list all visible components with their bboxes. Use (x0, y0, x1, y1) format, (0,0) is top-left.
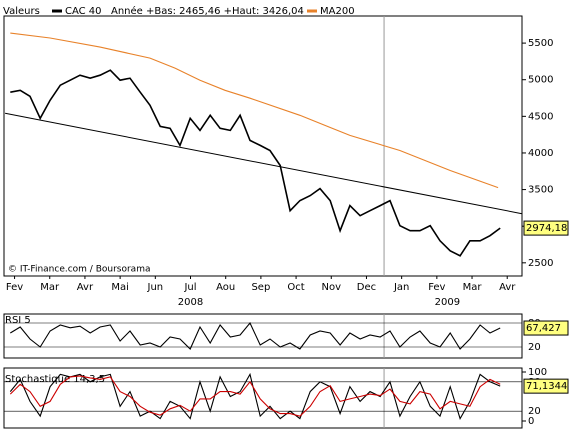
legend-label: MA200 (320, 6, 355, 17)
source: © IT-Finance.com / Boursorama (8, 265, 150, 275)
last-value-label: 67,427 (526, 323, 561, 334)
x-tick-label: Mar (463, 282, 483, 293)
last-value-label: 2974,18 (526, 223, 567, 234)
x-tick-label: Jan (393, 282, 409, 293)
last-value-box (523, 378, 569, 394)
y-tick-label: 4000 (528, 148, 553, 159)
plot-frame (3, 367, 523, 429)
x-tick-label: Fev (6, 282, 23, 293)
last-value-box (523, 320, 569, 336)
header: Valeurs (3, 6, 40, 17)
y-tick-label: 2500 (528, 258, 553, 269)
last-value-label: 71,1344 (526, 381, 567, 392)
x-tick-label: Avr (499, 282, 516, 293)
x-tick-label: Jul (183, 282, 196, 293)
panel-title: RSI 5 (5, 315, 31, 326)
x-tick-label: Nov (322, 282, 342, 293)
y-tick-label: 20 (528, 342, 541, 353)
y-tick-label: 5500 (528, 38, 553, 49)
y-tick-label: 100 (528, 367, 547, 378)
y-tick-label: 5000 (528, 75, 553, 86)
last-value-box (523, 220, 569, 236)
series-line (10, 69, 501, 257)
plot-frame (3, 313, 523, 359)
series-line (9, 375, 501, 417)
plot-frame (3, 15, 523, 277)
series-line (10, 321, 501, 350)
panel-title: Stochastique 14,3,5 (5, 374, 105, 385)
x-tick-label: Fev (428, 282, 445, 293)
y-tick-label: 20 (528, 406, 541, 417)
x-tick-label: Dec (357, 282, 376, 293)
y-tick-label: 3500 (528, 185, 553, 196)
year-label: 2008 (178, 297, 203, 308)
trend-line (5, 112, 523, 215)
y-tick-label: 4500 (528, 111, 553, 122)
x-tick-label: Jun (147, 282, 164, 293)
series-line (9, 372, 501, 420)
x-tick-label: Mai (111, 282, 129, 293)
x-tick-label: Avr (77, 282, 94, 293)
x-tick-label: Sep (251, 282, 270, 293)
y-tick-label: 0 (528, 416, 534, 427)
x-tick-label: Mar (40, 282, 60, 293)
year-label: 2009 (435, 297, 460, 308)
x-tick-label: Oct (287, 282, 304, 293)
series-line (10, 32, 499, 189)
legend-label: CAC 40 (65, 6, 102, 17)
annotation: Année +Bas: 2465,46 +Haut: 3426,04 (111, 5, 304, 17)
x-tick-label: Aou (216, 282, 235, 293)
